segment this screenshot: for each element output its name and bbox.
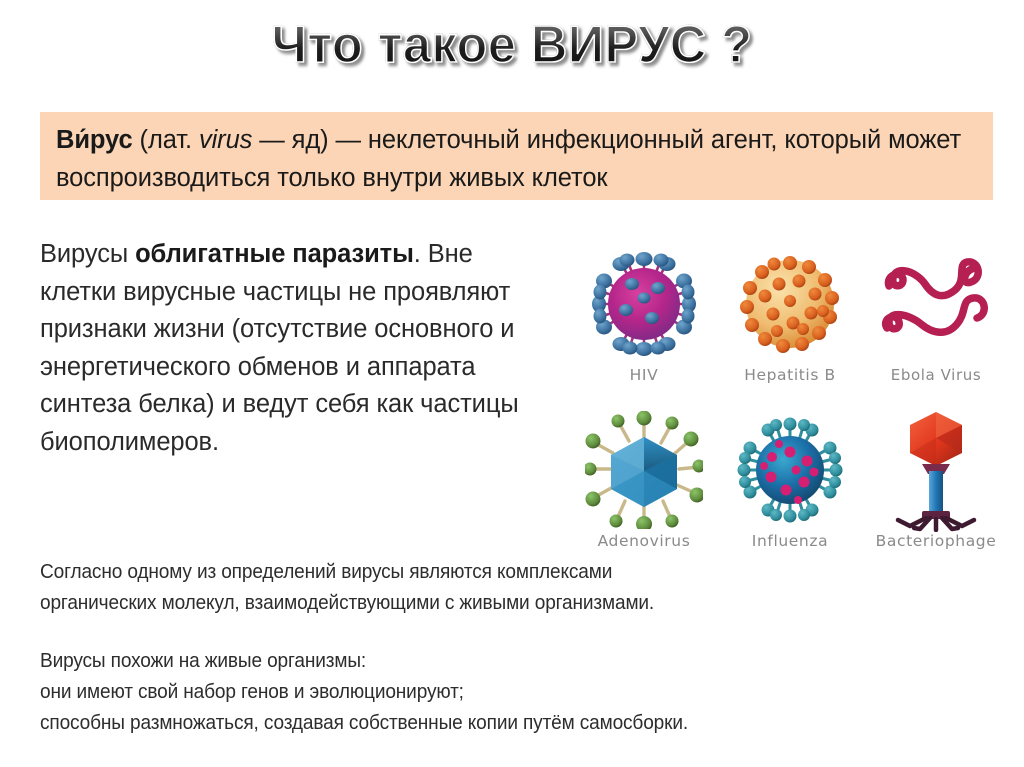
virus-label-influenza: Influenza [751, 532, 829, 550]
virus-item-adenovirus: Adenovirus [575, 384, 713, 550]
definition-latin-suffix: — яд) — неклеточный инфекционный агент, [252, 126, 778, 154]
footer-p2-line1: Вирусы похожи на живые организмы: [40, 649, 367, 672]
footer-p1-line1: Согласно одному из определений вирусы яв… [40, 560, 613, 583]
virus-illustration-panel: HIV [575, 232, 1005, 550]
virus-item-hiv: HIV [575, 232, 713, 384]
main-body-text: Вирусы облигатные паразиты. Вне клетки в… [40, 236, 552, 461]
influenza-icon [734, 411, 846, 529]
virus-row-top: HIV [575, 232, 1005, 384]
virus-label-hiv: HIV [629, 366, 659, 384]
page-title: Что такое ВИРУС ? [15, 17, 1008, 73]
virus-label-ebola: Ebola Virus [890, 366, 982, 384]
definition-text: Ви́рус (лат. virus — яд) — неклеточный и… [56, 121, 979, 197]
virus-row-bottom: Adenovirus [575, 384, 1005, 550]
ebola-icon [877, 245, 995, 363]
main-lead-bold: облигатные паразиты [135, 240, 414, 268]
virus-item-bacteriophage: Bacteriophage [867, 384, 1005, 550]
main-body-paragraph: Вне клетки вирусные частицы не проявляют… [40, 240, 519, 456]
footer-paragraph-2: Вирусы похожи на живые организмы: они им… [40, 645, 877, 738]
definition-latin-word: virus [198, 126, 253, 154]
footer-p1-line2: органических молекул, взаимодействующими… [40, 591, 655, 614]
footer-p2-line3: способны размножаться, создавая собствен… [40, 711, 689, 734]
adenovirus-icon [585, 411, 703, 529]
virus-label-bacteriophage: Bacteriophage [875, 532, 997, 550]
virus-label-hepatitis-b: Hepatitis B [744, 366, 836, 384]
main-lead-tail: . [413, 240, 421, 268]
bacteriophage-icon [884, 411, 988, 532]
footer-p2-line2: они имеют свой набор генов и эволюционир… [40, 680, 464, 703]
definition-term: Ви́рус [56, 126, 133, 154]
definition-box: Ви́рус (лат. virus — яд) — неклеточный и… [40, 112, 993, 200]
definition-latin-prefix: (лат. [132, 126, 199, 154]
hiv-icon [588, 245, 700, 363]
virus-item-ebola: Ebola Virus [867, 232, 1005, 384]
definition-line-2: который может воспроизводиться только вн… [56, 126, 962, 192]
virus-item-influenza: Influenza [721, 384, 859, 550]
virus-item-hepatitis-b: Hepatitis B [721, 232, 859, 384]
footer-paragraph-1: Согласно одному из определений вирусы яв… [40, 556, 877, 618]
virus-label-adenovirus: Adenovirus [597, 532, 691, 550]
main-lead-plain: Вирусы [40, 240, 136, 268]
hepatitis-b-icon [737, 245, 843, 363]
